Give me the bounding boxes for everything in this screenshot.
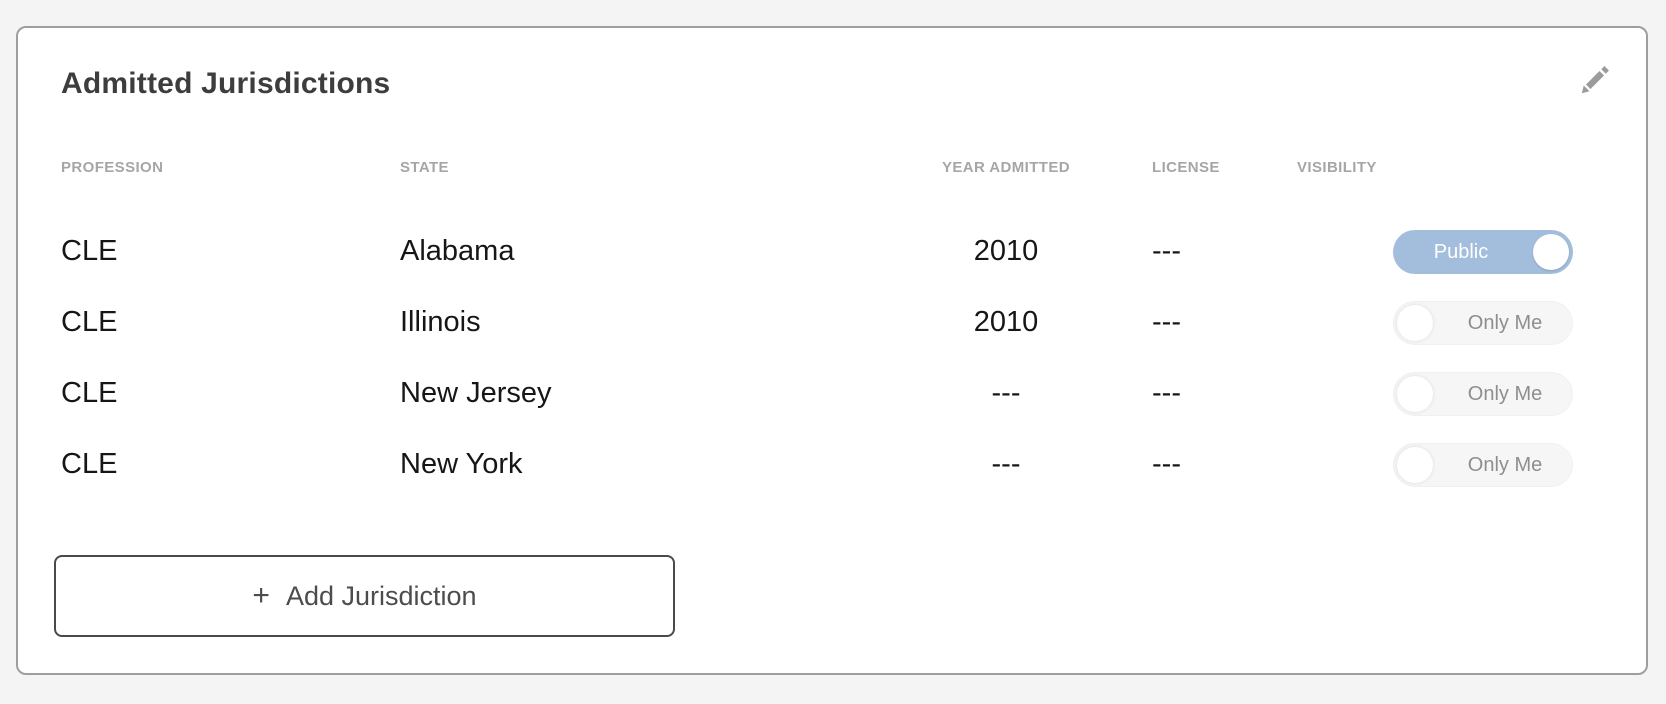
table-row: CLE New Jersey --- --- Only Me	[61, 358, 1603, 429]
toggle-knob	[1397, 304, 1433, 341]
cell-year-admitted: ---	[991, 448, 1021, 480]
plus-icon: +	[252, 579, 270, 612]
cell-year-admitted: ---	[991, 377, 1021, 409]
cell-license: ---	[1152, 306, 1181, 338]
cell-license: ---	[1152, 377, 1181, 409]
visibility-toggle-label: Public	[1433, 240, 1489, 263]
cell-profession: CLE	[61, 306, 118, 338]
table-header-row: PROFESSION STATE YEAR ADMITTED LICENSE V…	[61, 158, 1603, 176]
cell-visibility: Only Me	[1297, 300, 1603, 345]
visibility-toggle[interactable]: Only Me	[1393, 300, 1573, 345]
cell-profession: CLE	[61, 377, 118, 409]
cell-state: Illinois	[400, 306, 481, 338]
cell-visibility: Public	[1297, 229, 1603, 274]
table-row: CLE Alabama 2010 --- Public	[61, 216, 1603, 287]
cell-license: ---	[1152, 235, 1181, 267]
toggle-knob	[1397, 375, 1433, 412]
cell-state: New Jersey	[400, 377, 552, 409]
admitted-jurisdictions-card: Admitted Jurisdictions PROFESSION STATE …	[16, 26, 1648, 675]
cell-visibility: Only Me	[1297, 371, 1603, 416]
visibility-toggle-label: Only Me	[1467, 453, 1543, 476]
card-title: Admitted Jurisdictions	[61, 67, 391, 100]
visibility-toggle[interactable]: Public	[1393, 229, 1573, 274]
cell-visibility: Only Me	[1297, 442, 1603, 487]
toggle-knob	[1533, 233, 1569, 270]
cell-profession: CLE	[61, 448, 118, 480]
visibility-toggle-label: Only Me	[1467, 311, 1543, 334]
cell-state: New York	[400, 448, 523, 480]
cell-year-admitted: 2010	[973, 235, 1039, 267]
visibility-toggle-label: Only Me	[1467, 382, 1543, 405]
add-jurisdiction-button[interactable]: + Add Jurisdiction	[54, 555, 675, 637]
header-state: STATE	[400, 158, 449, 176]
header-profession: PROFESSION	[61, 158, 164, 176]
table-row: CLE New York --- --- Only Me	[61, 429, 1603, 500]
header-license: LICENSE	[1152, 158, 1220, 176]
table-row: CLE Illinois 2010 --- Only Me	[61, 287, 1603, 358]
cell-year-admitted: 2010	[973, 306, 1039, 338]
table-body: CLE Alabama 2010 --- Public CLE Illinois…	[61, 216, 1603, 500]
cell-state: Alabama	[400, 235, 515, 267]
edit-button[interactable]	[1575, 60, 1615, 100]
cell-profession: CLE	[61, 235, 118, 267]
cell-license: ---	[1152, 448, 1181, 480]
visibility-toggle[interactable]: Only Me	[1393, 442, 1573, 487]
add-jurisdiction-label: Add Jurisdiction	[285, 580, 477, 611]
visibility-toggle[interactable]: Only Me	[1393, 371, 1573, 416]
header-year-admitted: YEAR ADMITTED	[942, 158, 1070, 176]
pencil-icon	[1577, 62, 1613, 98]
toggle-knob	[1397, 446, 1433, 483]
header-visibility: VISIBILITY	[1297, 158, 1377, 176]
